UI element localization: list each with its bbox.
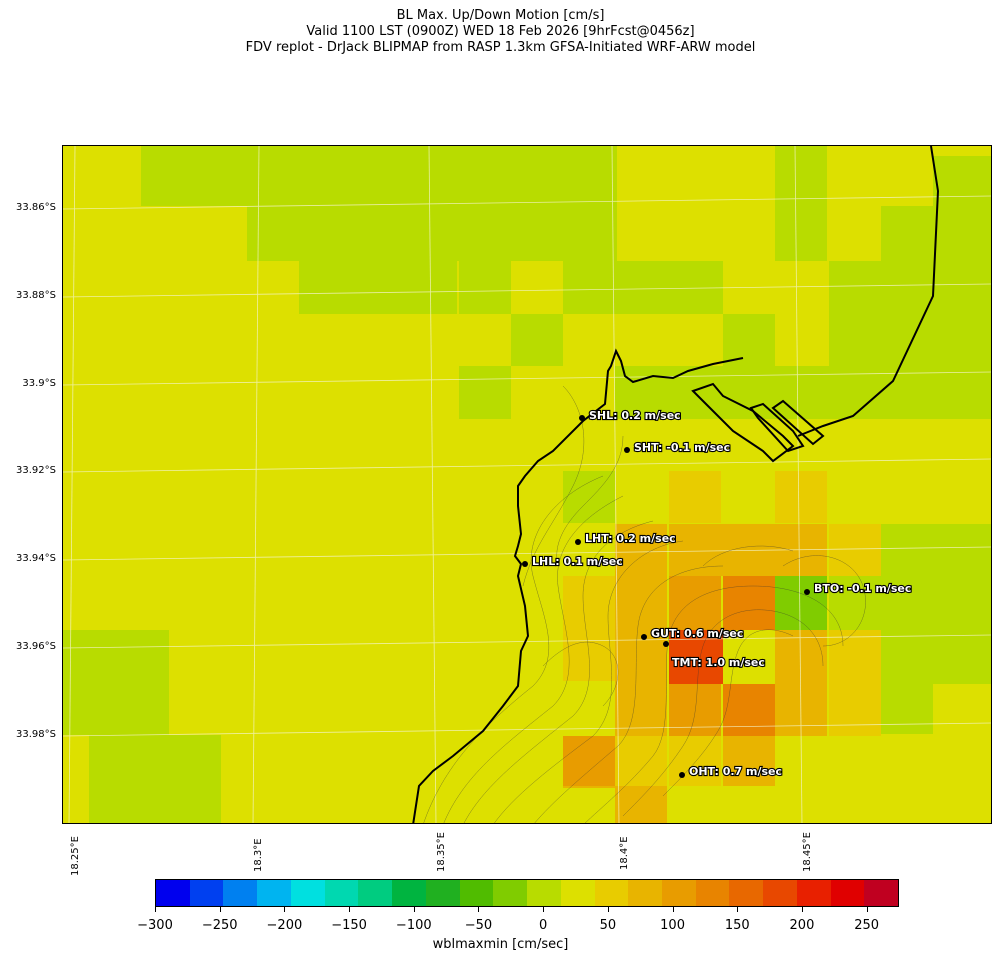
colorbar-swatch bbox=[763, 880, 797, 906]
colorbar-swatch bbox=[392, 880, 426, 906]
colorbar-swatch bbox=[223, 880, 258, 906]
colorbar-swatch bbox=[493, 880, 528, 906]
colorbar-swatch bbox=[527, 880, 561, 906]
lon-label: 18.25°E bbox=[70, 836, 81, 876]
title-line-3: FDV replot - DrJack BLIPMAP from RASP 1.… bbox=[245, 40, 756, 55]
station-label-tmt: TMT: 1.0 m/sec bbox=[672, 656, 765, 669]
lon-label: 18.4°E bbox=[619, 836, 630, 870]
station-marker-lht bbox=[575, 539, 581, 545]
lat-label: 33.88°S bbox=[16, 290, 56, 301]
station-label-shl: SHL: 0.2 m/sec bbox=[589, 409, 681, 422]
lat-label: 33.86°S bbox=[16, 202, 56, 213]
colorbar-swatch bbox=[796, 880, 831, 906]
colorbar-tickmark bbox=[284, 907, 286, 912]
station-marker-lhl bbox=[522, 561, 528, 567]
colorbar-tick-label: −250 bbox=[201, 918, 238, 933]
colorbar-tick-label: 50 bbox=[599, 918, 617, 933]
lon-label: 18.45°E bbox=[802, 832, 813, 872]
title-line-1: BL Max. Up/Down Motion [cm/s] bbox=[396, 8, 605, 23]
lat-label: 33.9°S bbox=[22, 378, 56, 389]
lat-label: 33.94°S bbox=[16, 553, 56, 564]
colorbar-swatch bbox=[425, 880, 460, 906]
colorbar-swatch bbox=[662, 880, 696, 906]
colorbar-swatch bbox=[830, 880, 865, 906]
station-label-lhl: LHL: 0.1 m/sec bbox=[532, 555, 623, 568]
colorbar-tickmark bbox=[155, 907, 156, 912]
colorbar-swatch bbox=[729, 880, 764, 906]
station-label-bto: BTO: -0.1 m/sec bbox=[814, 582, 911, 595]
station-label-lht: LHT: 0.2 m/sec bbox=[585, 532, 676, 545]
station-markers bbox=[522, 415, 810, 778]
colorbar-tickmark bbox=[413, 907, 415, 912]
station-label-gut: GUT: 0.6 m/sec bbox=[651, 627, 743, 640]
colorbar-tick-label: −300 bbox=[137, 918, 173, 933]
map-canvas: SHL: 0.2 m/sec SHT: -0.1 m/sec LHT: 0.2 … bbox=[63, 146, 991, 823]
colorbar-tick-label: 0 bbox=[539, 918, 548, 933]
colorbar-tick-label: −50 bbox=[464, 918, 493, 933]
colorbar-tickmark bbox=[607, 907, 609, 912]
coastline bbox=[412, 146, 940, 823]
map-panel: SHL: 0.2 m/sec SHT: -0.1 m/sec LHT: 0.2 … bbox=[62, 145, 992, 824]
colorbar-tick-label: 200 bbox=[789, 918, 815, 933]
station-marker-oht bbox=[679, 772, 685, 778]
lat-label: 33.98°S bbox=[16, 729, 56, 740]
colorbar-tick-label: −150 bbox=[331, 918, 367, 933]
colorbar-tick-label: −100 bbox=[395, 918, 432, 933]
colorbar-swatch bbox=[864, 880, 899, 906]
colorbar-tick-label: 250 bbox=[854, 918, 880, 933]
colorbar-swatch bbox=[594, 880, 629, 906]
colorbar-tick-label: 150 bbox=[724, 918, 750, 933]
colorbar-swatch bbox=[628, 880, 663, 906]
station-marker-shl bbox=[579, 415, 585, 421]
colorbar-swatch bbox=[459, 880, 494, 906]
station-marker-sht bbox=[624, 447, 630, 453]
lon-label: 18.35°E bbox=[436, 832, 447, 872]
colorbar-tickmark bbox=[543, 907, 545, 912]
colorbar-tickmark bbox=[801, 907, 803, 912]
terrain-contours bbox=[423, 385, 866, 823]
colorbar-swatch bbox=[324, 880, 359, 906]
field-gold-cells bbox=[563, 471, 881, 786]
colorbar-swatch bbox=[358, 880, 393, 906]
field-green-cell bbox=[829, 576, 881, 630]
colorbar-swatch bbox=[189, 880, 224, 906]
station-label-oht: OHT: 0.7 m/sec bbox=[689, 765, 782, 778]
colorbar-tickmark bbox=[219, 907, 221, 912]
colorbar-tickmark bbox=[349, 907, 351, 912]
colorbar-label: wblmaxmin [cm/sec] bbox=[432, 937, 569, 952]
chart-title: BL Max. Up/Down Motion [cm/s] Valid 1100… bbox=[0, 8, 1001, 56]
colorbar-tick-label: 100 bbox=[660, 918, 685, 933]
colorbar-swatch bbox=[695, 880, 730, 906]
colorbar bbox=[155, 879, 899, 907]
field-orange-dark-cells bbox=[723, 576, 775, 736]
colorbar-tickmark bbox=[672, 907, 674, 912]
colorbar-tickmark bbox=[478, 907, 480, 912]
harbour-outline bbox=[691, 382, 825, 463]
title-line-2: Valid 1100 LST (0900Z) WED 18 Feb 2026 [… bbox=[306, 24, 695, 39]
station-label-sht: SHT: -0.1 m/sec bbox=[634, 441, 730, 454]
field-green-cell bbox=[775, 576, 827, 630]
colorbar-tickmark bbox=[737, 907, 739, 912]
station-marker-gut bbox=[641, 634, 647, 640]
colorbar-tickmark bbox=[866, 907, 868, 912]
station-marker-tmt bbox=[663, 641, 669, 647]
colorbar-swatch bbox=[156, 880, 190, 906]
lon-label: 18.3°E bbox=[253, 838, 264, 872]
lat-label: 33.96°S bbox=[16, 641, 56, 652]
station-marker-bto bbox=[804, 589, 810, 595]
lat-label: 33.92°S bbox=[16, 465, 56, 476]
colorbar-swatch bbox=[290, 880, 325, 906]
colorbar-swatch bbox=[560, 880, 595, 906]
colorbar-swatch bbox=[257, 880, 291, 906]
graticule bbox=[63, 146, 991, 823]
colorbar-tick-label: −200 bbox=[266, 918, 303, 933]
